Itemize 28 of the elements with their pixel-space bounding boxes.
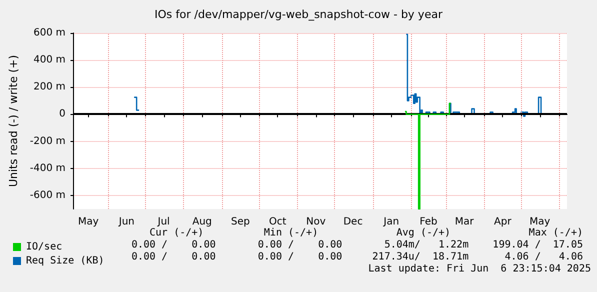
x-tick-label: Mar bbox=[454, 216, 475, 228]
y-tick-label: 400 m bbox=[34, 54, 66, 66]
legend-label: IO/sec bbox=[26, 242, 62, 252]
y-tick-label: -400 m bbox=[30, 162, 66, 174]
x-tick-label: Apr bbox=[494, 216, 512, 228]
x-tick-label: May bbox=[78, 216, 99, 228]
text: 0.00 / 0.00 0.00 / 0.00 5.04m/ 1.22m 199.04 / 17.05 bbox=[131, 240, 583, 250]
x-tick-label: Jun bbox=[118, 216, 135, 228]
x-tick-label: Sep bbox=[231, 216, 250, 228]
x-tick-label: Feb bbox=[420, 216, 438, 228]
y-tick-label: -600 m bbox=[30, 190, 66, 201]
x-tick-label: May bbox=[529, 216, 550, 228]
text: Last update: Fri Jun 6 23:15:04 2025 bbox=[368, 264, 591, 274]
x-tick-label: Dec bbox=[343, 216, 363, 228]
x-tick-label: Nov bbox=[306, 216, 326, 228]
x-tick-label: Aug bbox=[192, 216, 212, 228]
y-tick-label: 200 m bbox=[34, 82, 66, 93]
legend-label: Req Size (KB) bbox=[26, 256, 104, 266]
x-tick-label: Oct bbox=[268, 216, 286, 228]
y-tick-label: -200 m bbox=[30, 136, 66, 147]
chart-title: IOs for /dev/mapper/vg-web_snapshot-cow - by year bbox=[154, 8, 443, 21]
y-tick-label: 600 m bbox=[34, 28, 66, 38]
text: 0.00 / 0.00 0.00 / 0.00 217.34u/ 18.71m 4.06 / 4.06 bbox=[131, 252, 583, 262]
x-tick-label: Jan bbox=[382, 216, 400, 228]
x-tick-label: Jul bbox=[156, 216, 170, 228]
y-axis-title: Units read (-) / write (+) bbox=[7, 54, 20, 188]
y-tick-label: 0 bbox=[59, 108, 66, 120]
text: Cur (-/+) Min (-/+) Avg (-/+) Max (-/+) bbox=[150, 228, 583, 238]
